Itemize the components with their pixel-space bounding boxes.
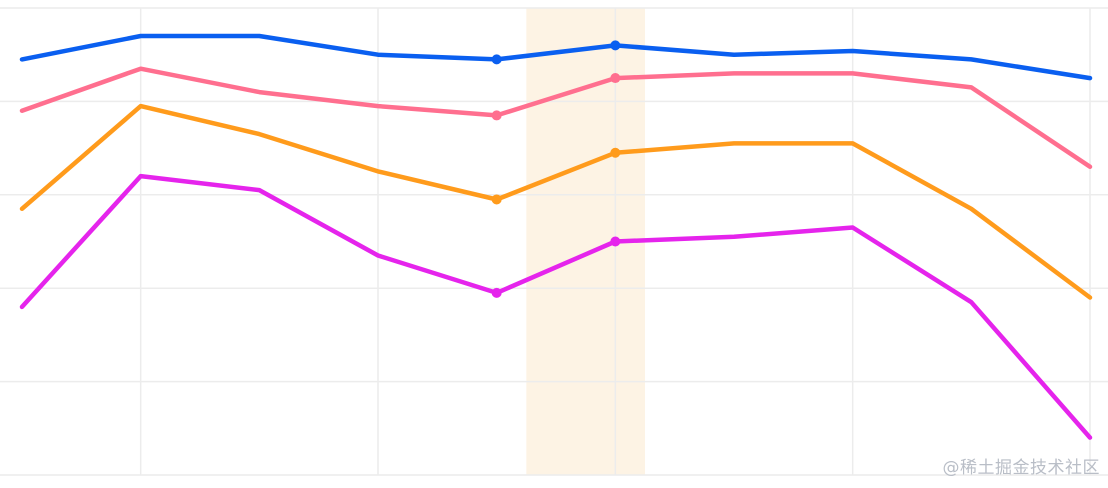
watermark: @稀土掘金技术社区 (942, 458, 1100, 478)
data-point-marker (610, 147, 621, 158)
data-point-marker (610, 73, 621, 84)
series-line-3 (19, 103, 1093, 300)
series-line-2 (19, 66, 1093, 170)
data-point-marker (491, 110, 502, 121)
data-point-marker (610, 236, 621, 247)
data-point-marker (491, 194, 502, 205)
series-line-1 (19, 33, 1093, 81)
series-layer (19, 33, 1093, 440)
data-point-marker (610, 40, 621, 51)
grid-layer (0, 7, 1108, 476)
data-point-marker (491, 54, 502, 65)
marker-layer (491, 40, 621, 298)
series-line-4 (19, 173, 1093, 440)
data-point-marker (491, 287, 502, 298)
